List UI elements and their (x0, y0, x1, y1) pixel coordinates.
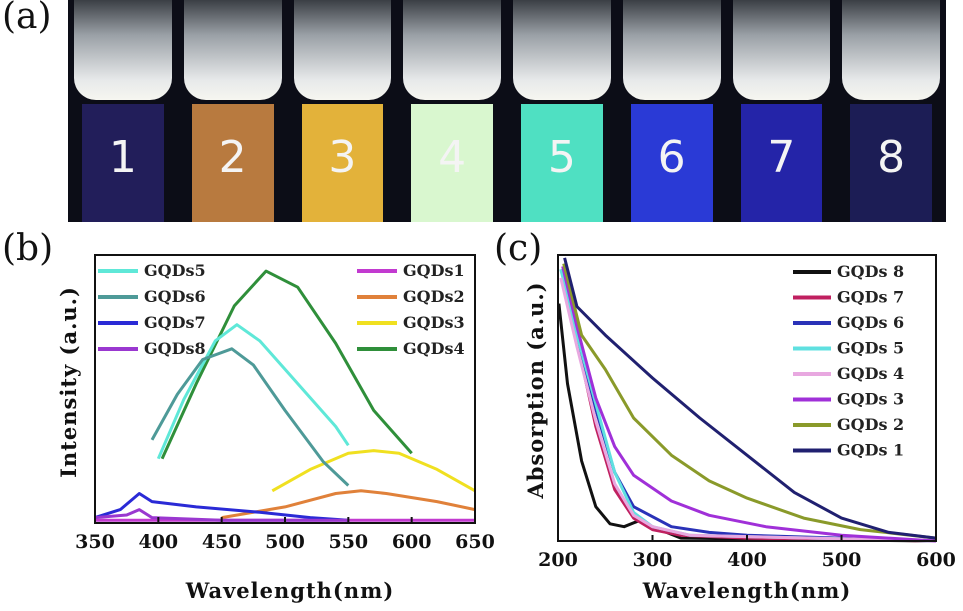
chart-b-ylabel: Intensity (a.u.) (56, 286, 81, 478)
chart-b-xtick-label: 600 (392, 531, 432, 553)
chart-b-legend-label: GQDs8 (144, 339, 206, 358)
chart-b-xlabel: Wavelength(nm) (185, 578, 395, 603)
chart-b-series-gqds3 (271, 449, 476, 493)
chart-b-xtick-label: 400 (138, 531, 178, 553)
chart-b-legend-label: GQDs1 (403, 261, 465, 280)
chart-b-legend-label: GQDs3 (403, 313, 465, 332)
vial-2 (183, 0, 282, 100)
chart-b-xtick-label: 500 (265, 531, 305, 553)
panel-label-c: (c) (494, 228, 543, 269)
vial-fluorescence-8 (850, 104, 932, 222)
chart-b-series-gqds7 (94, 492, 349, 522)
vial-fluorescence-4 (411, 104, 493, 222)
chart-b-series-gqds2 (221, 489, 476, 520)
vial-1 (74, 0, 172, 100)
vial-fluorescence-6 (630, 104, 713, 222)
chart-b-series-gqds4 (160, 269, 413, 460)
chart-b-legend-label: GQDs2 (403, 287, 465, 306)
chart-b-xtick-label: 350 (75, 531, 115, 553)
vial-5 (513, 0, 611, 100)
vial-6 (622, 0, 721, 100)
vial-fluorescence-7 (740, 104, 823, 222)
chart-b-legend-label: GQDs7 (144, 313, 206, 332)
vial-fluorescence-3 (301, 104, 384, 222)
chart-b-legend-label: GQDs4 (403, 339, 465, 358)
vial-number-1: 1 (108, 132, 137, 183)
chart-b-legend-label: GQDs6 (144, 287, 206, 306)
chart-b-series-gqds6 (150, 347, 350, 487)
vial-number-6: 6 (657, 132, 686, 183)
chart-b-xtick-label: 550 (328, 531, 368, 553)
chart-b-series-gqds8 (94, 508, 349, 522)
vial-number-7: 7 (767, 132, 796, 183)
vial-3 (293, 0, 392, 100)
vial-fluorescence-2 (191, 104, 274, 222)
vial-4 (403, 0, 501, 100)
vial-8 (842, 0, 940, 100)
vial-fluorescence-5 (521, 104, 603, 222)
chart-b-series-gqds5 (156, 323, 350, 460)
panel-label-b: (b) (2, 228, 54, 269)
vial-number-4: 4 (438, 132, 467, 183)
vial-number-5: 5 (547, 132, 576, 183)
vial-fluorescence-1 (82, 104, 164, 222)
vial-number-2: 2 (218, 132, 247, 183)
vials-photo: 1 2 3 4 5 6 7 8 (68, 0, 946, 222)
chart-b-xtick-label: 450 (202, 531, 242, 553)
vial-7 (732, 0, 831, 100)
vial-number-3: 3 (328, 132, 357, 183)
chart-b-xtick-label: 650 (455, 531, 495, 553)
vial-number-8: 8 (877, 132, 906, 183)
chart-b-legend-label: GQDs5 (144, 261, 206, 280)
panel-label-a: (a) (2, 0, 52, 37)
